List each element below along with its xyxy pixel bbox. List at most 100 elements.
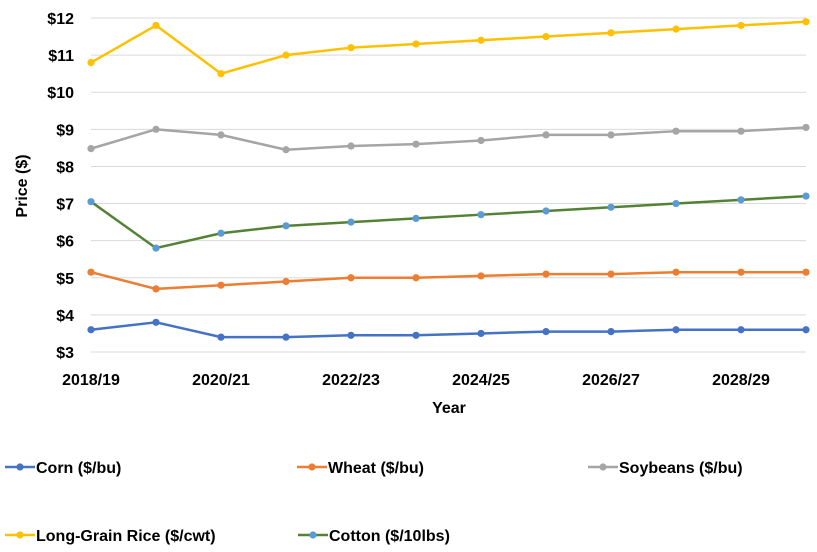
data-point xyxy=(737,128,744,135)
legend-item: Long-Grain Rice ($/cwt) xyxy=(5,528,216,545)
y-tick-label: $12 xyxy=(47,11,74,28)
data-point xyxy=(87,326,94,333)
data-point xyxy=(802,193,809,200)
data-point xyxy=(542,270,549,277)
data-point xyxy=(347,274,354,281)
legend-label: Wheat ($/bu) xyxy=(328,460,424,477)
legend: Corn ($/bu) Wheat ($/bu) Soybeans ($/bu) Lo… xyxy=(5,460,743,545)
data-point xyxy=(672,326,679,333)
data-point xyxy=(87,145,94,152)
data-point xyxy=(477,330,484,337)
legend-item: Wheat ($/bu) xyxy=(297,460,424,477)
data-point xyxy=(737,196,744,203)
data-point xyxy=(412,215,419,222)
data-point xyxy=(87,269,94,276)
series-group xyxy=(87,18,809,341)
data-point xyxy=(347,44,354,51)
data-point xyxy=(152,285,159,292)
data-point xyxy=(152,126,159,133)
series-0 xyxy=(87,319,809,341)
data-point xyxy=(217,131,224,138)
x-tick-label: 2018/19 xyxy=(62,372,120,389)
series-1 xyxy=(87,269,809,293)
data-point xyxy=(347,332,354,339)
x-tick-label: 2028/29 xyxy=(712,372,770,389)
series-line xyxy=(91,272,806,289)
data-point xyxy=(672,128,679,135)
legend-item: Soybeans ($/bu) xyxy=(588,460,743,477)
y-tick-label: $11 xyxy=(48,48,74,65)
legend-item: Cotton ($/10lbs) xyxy=(298,528,450,545)
series-line xyxy=(91,322,806,337)
data-point xyxy=(607,131,614,138)
data-point xyxy=(737,22,744,29)
x-tick-label: 2020/21 xyxy=(192,372,250,389)
series-line xyxy=(91,22,806,74)
data-point xyxy=(477,137,484,144)
data-point xyxy=(282,334,289,341)
y-tick-label: $7 xyxy=(56,197,74,214)
y-axis-ticks: $3 $4 $5 $6 $7 $8 $9 $10 $11 $12 xyxy=(47,11,74,362)
legend-label: Corn ($/bu) xyxy=(36,460,121,477)
data-point xyxy=(672,269,679,276)
y-tick-label: $8 xyxy=(56,159,74,176)
data-point xyxy=(542,33,549,40)
data-point xyxy=(477,211,484,218)
data-point xyxy=(282,146,289,153)
series-4 xyxy=(87,193,809,252)
y-tick-label: $10 xyxy=(47,85,74,102)
data-point xyxy=(217,230,224,237)
series-3 xyxy=(87,18,809,77)
data-point xyxy=(282,52,289,59)
legend-label: Long-Grain Rice ($/cwt) xyxy=(36,528,216,545)
data-point xyxy=(802,326,809,333)
data-point xyxy=(542,328,549,335)
x-tick-label: 2026/27 xyxy=(582,372,640,389)
data-point xyxy=(412,40,419,47)
data-point xyxy=(152,319,159,326)
data-point xyxy=(87,59,94,66)
x-tick-label: 2024/25 xyxy=(452,372,510,389)
data-point xyxy=(802,269,809,276)
data-point xyxy=(217,282,224,289)
x-axis-ticks: 2018/19 2020/21 2022/23 2024/25 2026/27 2028/… xyxy=(62,372,770,389)
data-point xyxy=(542,131,549,138)
legend-marker xyxy=(16,463,23,470)
gridlines xyxy=(91,18,806,352)
y-tick-label: $9 xyxy=(56,122,74,139)
legend-marker xyxy=(599,463,606,470)
series-2 xyxy=(87,124,809,153)
data-point xyxy=(672,26,679,33)
data-point xyxy=(607,328,614,335)
data-point xyxy=(347,219,354,226)
data-point xyxy=(607,29,614,36)
data-point xyxy=(737,326,744,333)
data-point xyxy=(412,332,419,339)
data-point xyxy=(477,37,484,44)
data-point xyxy=(412,141,419,148)
legend-marker xyxy=(308,463,315,470)
data-point xyxy=(282,222,289,229)
data-point xyxy=(477,272,484,279)
y-tick-label: $3 xyxy=(56,345,74,362)
y-tick-label: $5 xyxy=(56,271,74,288)
legend-label: Cotton ($/10lbs) xyxy=(329,528,450,545)
legend-marker xyxy=(309,531,316,538)
data-point xyxy=(152,22,159,29)
data-point xyxy=(737,269,744,276)
data-point xyxy=(542,207,549,214)
data-point xyxy=(802,18,809,25)
data-point xyxy=(87,198,94,205)
data-point xyxy=(607,204,614,211)
legend-marker xyxy=(16,531,23,538)
legend-item: Corn ($/bu) xyxy=(5,460,121,477)
series-line xyxy=(91,127,806,149)
data-point xyxy=(217,334,224,341)
data-point xyxy=(412,274,419,281)
y-tick-label: $6 xyxy=(56,234,74,251)
data-point xyxy=(217,70,224,77)
data-point xyxy=(282,278,289,285)
data-point xyxy=(152,244,159,251)
x-axis-title: Year xyxy=(432,400,466,417)
